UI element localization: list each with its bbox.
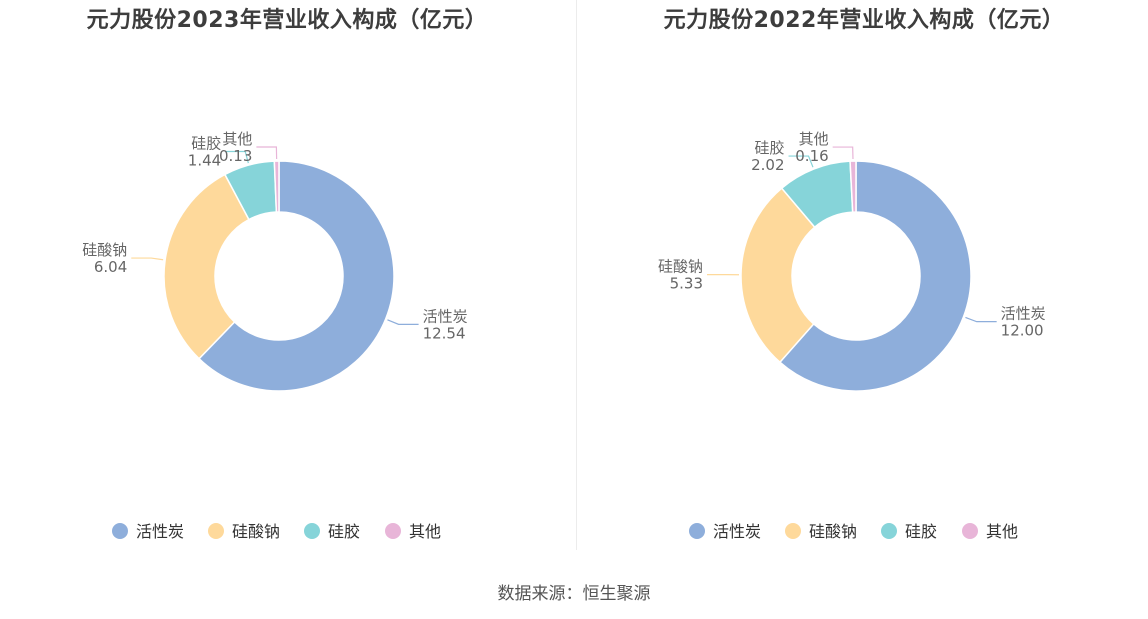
legend: 活性炭 硅酸钠 硅胶 其他 <box>689 522 1018 541</box>
leader-line <box>788 155 814 168</box>
legend-label: 活性炭 <box>136 522 184 541</box>
legend-item[interactable]: 其他 <box>385 522 441 541</box>
data-source-note: 数据来源：恒生聚源 <box>497 584 651 604</box>
slice-2[interactable] <box>163 173 250 360</box>
legend-label: 硅酸钠 <box>232 522 280 541</box>
legend-marker <box>112 523 128 539</box>
legend-label: 硅胶 <box>328 522 360 541</box>
slices <box>163 160 395 392</box>
legend-marker <box>881 523 897 539</box>
slice-label-value: 2.02 <box>751 156 784 174</box>
legend-label: 其他 <box>409 522 441 541</box>
leader-line <box>387 319 419 325</box>
slice-1[interactable] <box>778 160 972 392</box>
leader-line <box>965 316 997 323</box>
slice-label-name: 其他 <box>799 130 829 148</box>
leader-line <box>131 257 164 261</box>
chart-title: 元力股份2023年营业收入构成（亿元） <box>86 8 488 33</box>
slice-4[interactable] <box>273 160 280 213</box>
legend-label: 硅酸钠 <box>809 522 857 541</box>
slice-2[interactable] <box>740 187 816 364</box>
chart-panel-2023: 元力股份2023年营业收入构成（亿元） 活性炭 12.54 硅酸钠 6.04 硅胶 1.4… <box>0 0 574 555</box>
panel-divider <box>576 0 577 550</box>
legend-marker <box>785 523 801 539</box>
legend-marker <box>689 523 705 539</box>
slice-label-name: 硅胶 <box>191 135 221 153</box>
slice-label-value: 0.13 <box>219 147 252 165</box>
slice-label-value: 12.00 <box>1001 322 1044 340</box>
chart-panel-2022: 元力股份2022年营业收入构成（亿元） 活性炭 12.00 硅酸钠 5.33 硅胶 2.0… <box>577 0 1148 555</box>
slice-label-value: 1.44 <box>188 152 221 170</box>
slice-label-name: 活性炭 <box>423 307 468 325</box>
legend-item[interactable]: 硅胶 <box>881 522 937 541</box>
legend-item[interactable]: 硅胶 <box>304 522 360 541</box>
legend-marker <box>385 523 401 539</box>
slice-label-value: 0.16 <box>795 147 828 165</box>
chart-title: 元力股份2022年营业收入构成（亿元） <box>663 8 1065 33</box>
slice-label-name: 硅酸钠 <box>658 258 703 276</box>
legend-item[interactable]: 活性炭 <box>689 522 761 541</box>
slice-label-value: 12.54 <box>423 324 466 342</box>
legend-label: 其他 <box>986 522 1018 541</box>
slice-label-name: 硅酸钠 <box>82 241 127 259</box>
legend-marker <box>304 523 320 539</box>
legend-marker <box>962 523 978 539</box>
slice-label-name: 活性炭 <box>1001 305 1046 323</box>
slice-4[interactable] <box>849 160 857 213</box>
leader-line <box>832 146 854 160</box>
legend-label: 硅胶 <box>905 522 937 541</box>
slices <box>740 160 972 392</box>
slice-label-name: 其他 <box>222 130 252 148</box>
leader-line <box>256 146 278 160</box>
legend-item[interactable]: 其他 <box>962 522 1018 541</box>
legend-marker <box>208 523 224 539</box>
legend-item[interactable]: 活性炭 <box>112 522 184 541</box>
legend: 活性炭 硅酸钠 硅胶 其他 <box>112 522 441 541</box>
leader-line <box>225 150 249 164</box>
slice-label-value: 5.33 <box>670 275 703 293</box>
legend-item[interactable]: 硅酸钠 <box>785 522 857 541</box>
slice-1[interactable] <box>197 160 395 392</box>
legend-item[interactable]: 硅酸钠 <box>208 522 280 541</box>
slice-label-name: 硅胶 <box>755 139 785 157</box>
legend-label: 活性炭 <box>713 522 761 541</box>
slice-label-value: 6.04 <box>94 258 127 276</box>
